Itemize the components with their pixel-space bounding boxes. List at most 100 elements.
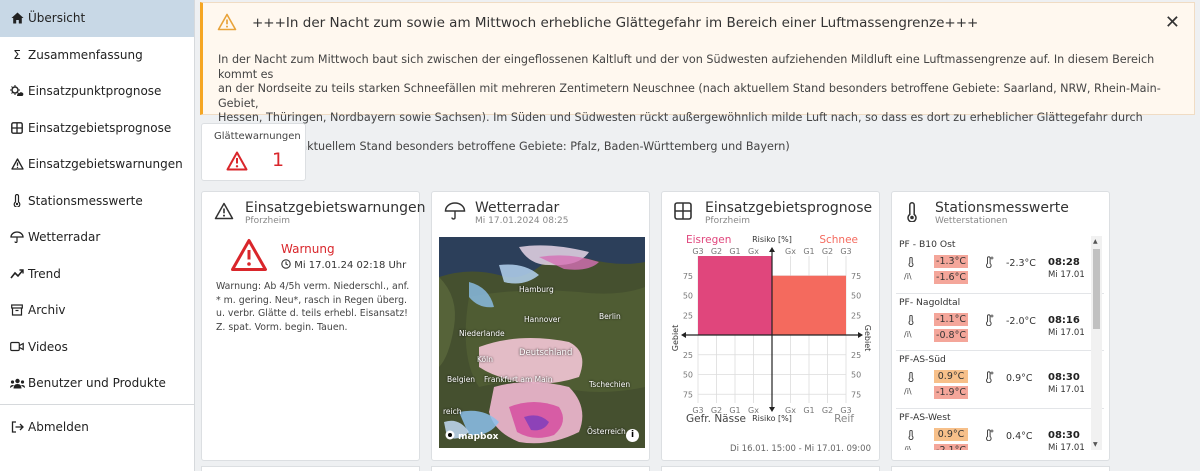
- station-row[interactable]: PF-AS-West 0.9°C/i\ -2.1°C 0.4°C 08:30 Mi 17.…: [896, 409, 1104, 450]
- nav-item-uebersicht[interactable]: Übersicht: [0, 0, 194, 37]
- grid-icon: [674, 202, 692, 223]
- nav-item-videos[interactable]: Videos: [0, 329, 194, 366]
- warning-date: Mi 17.01.24 02:18 Uhr: [281, 259, 406, 271]
- air-temp-value: -2.0°C: [1006, 315, 1036, 327]
- nav-label: Archiv: [28, 303, 66, 318]
- nav-item-stationsmesswerte[interactable]: Stationsmesswerte: [0, 183, 194, 220]
- road-temp-icon: [908, 371, 914, 385]
- road-temp-value: -1.1°C: [934, 312, 968, 326]
- road-temp-icon: [908, 429, 914, 443]
- main-content: +++In der Nacht zum sowie am Mittwoch er…: [195, 0, 1200, 471]
- x-category-label: G2: [711, 247, 722, 256]
- y-tick-label: 50: [683, 371, 693, 380]
- scrollbar-thumb[interactable]: [1093, 249, 1100, 329]
- alert-body: In der Nacht zum Mittwoch baut sich zwis…: [218, 53, 1188, 155]
- side-label-right: Gebiet: [863, 325, 872, 351]
- nav-divider: [0, 403, 194, 405]
- nav-label: Trend: [28, 266, 61, 281]
- video-icon: [8, 341, 26, 352]
- city-label: Köln: [477, 355, 493, 364]
- nav-item-archiv[interactable]: Archiv: [0, 292, 194, 329]
- close-icon[interactable]: ✕: [1164, 12, 1180, 33]
- nav-item-abmelden[interactable]: Abmelden: [0, 409, 194, 446]
- clock-icon: [281, 259, 291, 269]
- nav-item-einsatzpunktprognose[interactable]: Einsatzpunktprognose: [0, 73, 194, 110]
- station-date: Mi 17.01: [1048, 270, 1085, 280]
- warning-title: Warnung: [281, 242, 335, 256]
- chart-label-reif: Reif: [834, 413, 854, 425]
- card-subtitle: Wetterstationen: [935, 216, 1008, 226]
- warning-text: Warnung: Ab 4/5h verm. Niederschl., anf.…: [216, 280, 416, 334]
- city-label: Hamburg: [519, 285, 554, 294]
- x-category-label: G1: [803, 406, 814, 415]
- station-time: 08:16: [1048, 314, 1080, 326]
- city-label: reich: [443, 407, 462, 416]
- x-category-label: Gx: [748, 406, 759, 415]
- y-tick-label: 75: [683, 272, 693, 281]
- chart-footer: Di 16.01. 15:00 - Mi 17.01. 09:00: [730, 444, 871, 454]
- info-icon[interactable]: i: [626, 429, 639, 442]
- x-category-label: Gx: [785, 247, 796, 256]
- air-temp-icon: [984, 256, 994, 271]
- alert-title: +++In der Nacht zum sowie am Mittwoch er…: [252, 15, 979, 31]
- x-category-label: G2: [822, 247, 833, 256]
- station-time: 08:28: [1048, 257, 1080, 268]
- y-tick-label: 25: [683, 351, 693, 360]
- x-category-label: G2: [822, 406, 833, 415]
- radar-map-image: [439, 237, 645, 448]
- umbrella-icon: [444, 202, 466, 223]
- x-category-label: Gx: [785, 406, 796, 415]
- station-date: Mi 17.01: [1048, 385, 1085, 395]
- nav-item-zusammenfassung[interactable]: Σ Zusammenfassung: [0, 37, 194, 74]
- city-label: Hannover: [524, 315, 561, 324]
- nav-item-trend[interactable]: Trend: [0, 256, 194, 293]
- thermometer-icon: [8, 194, 26, 208]
- warning-icon: [230, 238, 268, 275]
- x-category-label: G1: [729, 247, 740, 256]
- einsatzgebietsprognose-card[interactable]: Einsatzgebietsprognose Pforzheim 75 75 50 5…: [661, 191, 880, 461]
- nav-item-wetterradar[interactable]: Wetterradar: [0, 219, 194, 256]
- logout-icon: [8, 421, 26, 433]
- stationsmesswerte-card[interactable]: Stationsmesswerte Wetterstationen PF - B…: [891, 191, 1110, 461]
- alert-line: kommt! (nach aktuellem Stand besonders b…: [218, 140, 790, 153]
- nav-item-einsatzgebietsprognose[interactable]: Einsatzgebietsprognose: [0, 110, 194, 147]
- card-subtitle: Pforzheim: [705, 216, 751, 226]
- card-edge: [431, 466, 650, 471]
- warning-icon: [214, 202, 234, 223]
- city-label: Belgien: [447, 375, 476, 384]
- scroll-down-icon[interactable]: ▼: [1093, 441, 1098, 448]
- city-label: Deutschland: [519, 348, 573, 358]
- users-icon: [8, 378, 26, 389]
- y-tick-label: 50: [683, 292, 693, 301]
- warning-icon: [8, 158, 26, 170]
- x-category-label: G3: [840, 406, 851, 415]
- y-tick-label: 25: [683, 311, 693, 320]
- station-list[interactable]: PF - B10 Ost -1.3°C/i\ -1.6°C -2.3°C 08:28 Mi…: [896, 236, 1104, 450]
- chart-label-eisregen: Eisregen: [686, 234, 731, 246]
- umbrella-icon: [8, 231, 26, 244]
- y-tick-label: 25: [851, 351, 861, 360]
- einsatzgebietswarnungen-card[interactable]: Einsatzgebietswarnungen Pforzheim Warnun…: [201, 191, 426, 461]
- warning-icon: [217, 13, 237, 34]
- radar-map[interactable]: Hamburg Niederlande Hannover Berlin Deut…: [439, 237, 645, 448]
- x-category-label: G3: [692, 406, 703, 415]
- x-category-label: G3: [840, 247, 851, 256]
- glaettewarnungen-card[interactable]: Glättewarnungen 1: [201, 123, 306, 181]
- chart-label-schnee: Schnee: [819, 234, 858, 246]
- station-list-scrollbar[interactable]: ▲ ▼: [1091, 236, 1102, 450]
- nav-label: Einsatzgebietsprognose: [28, 120, 172, 135]
- grid-icon: [8, 121, 26, 134]
- air-temp-value: 0.4°C: [1006, 430, 1033, 442]
- air-temp-icon: [984, 313, 994, 329]
- nav-item-benutzer-und-produkte[interactable]: Benutzer und Produkte: [0, 365, 194, 402]
- station-row[interactable]: PF- Nagoldtal -1.1°C/i\ -0.8°C -2.0°C 08:16 M…: [896, 294, 1104, 351]
- road-temp-icon: [908, 256, 914, 270]
- wetterradar-card[interactable]: Wetterradar Mi 17.01.2024 08:25 Hamburg: [431, 191, 650, 461]
- nav-item-einsatzgebietswarnungen[interactable]: Einsatzgebietswarnungen: [0, 146, 194, 183]
- station-row[interactable]: PF-AS-Süd 0.9°C/i\ -1.9°C 0.9°C 08:30 Mi 17.0…: [896, 351, 1104, 409]
- nav-label: Videos: [28, 339, 68, 354]
- ground-temp-value: -1.9°C: [934, 386, 968, 399]
- station-row[interactable]: PF - B10 Ost -1.3°C/i\ -1.6°C -2.3°C 08:28 Mi…: [896, 236, 1104, 294]
- arrow-right-icon: [858, 332, 863, 338]
- scroll-up-icon[interactable]: ▲: [1093, 238, 1098, 245]
